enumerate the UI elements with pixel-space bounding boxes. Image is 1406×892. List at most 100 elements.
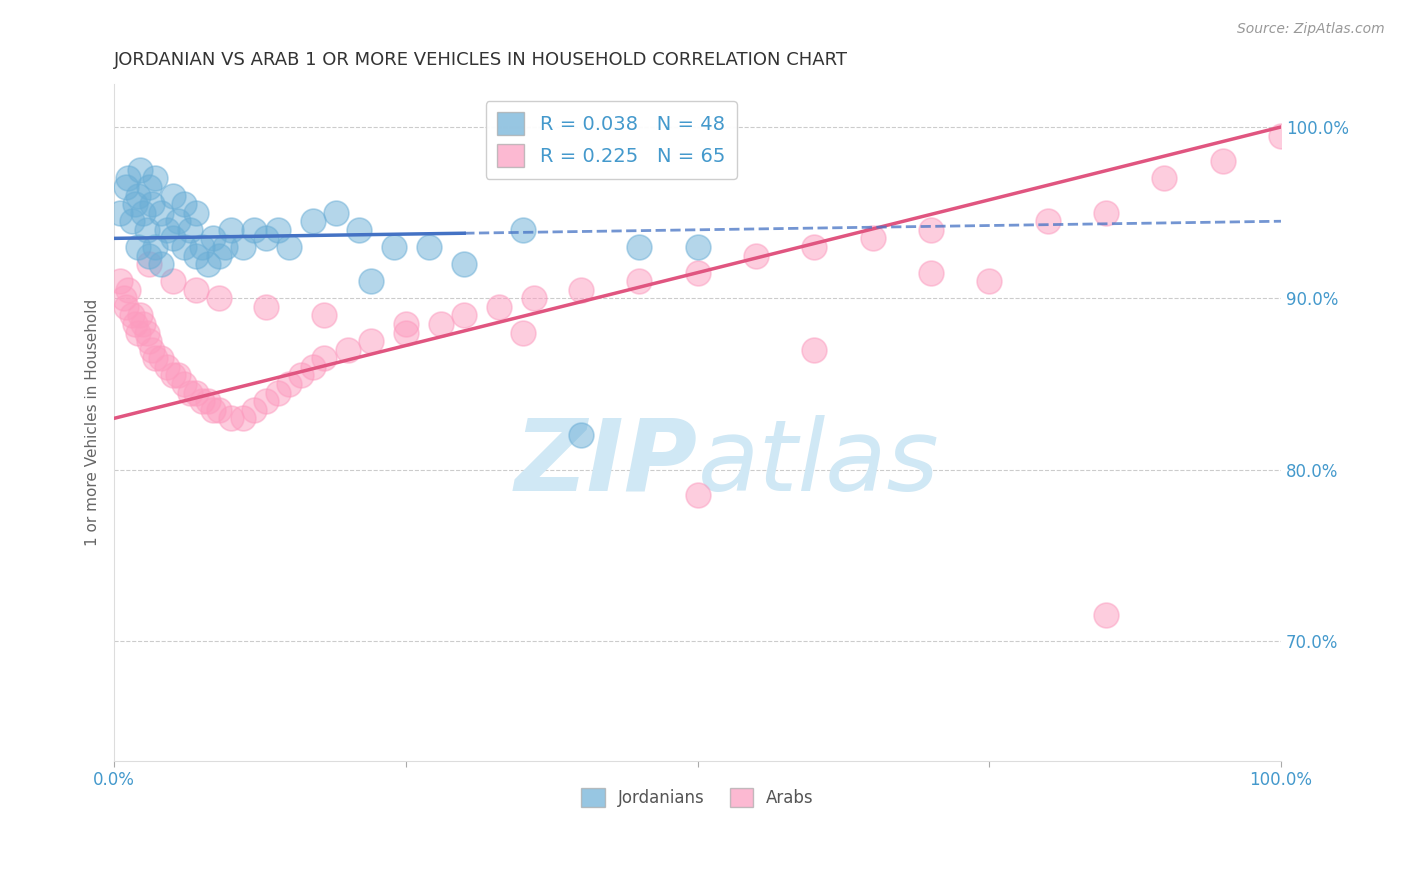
Point <box>124 197 146 211</box>
Text: atlas: atlas <box>697 415 939 512</box>
Text: JORDANIAN VS ARAB 1 OR MORE VEHICLES IN HOUSEHOLD CORRELATION CHART: JORDANIAN VS ARAB 1 OR MORE VEHICLES IN … <box>114 51 848 69</box>
Point <box>214 240 236 254</box>
Point <box>325 205 347 219</box>
Point <box>231 240 253 254</box>
Point <box>569 283 592 297</box>
Point <box>173 197 195 211</box>
Point <box>184 205 207 219</box>
Point <box>979 274 1001 288</box>
Point <box>179 223 201 237</box>
Point <box>453 309 475 323</box>
Point <box>301 214 323 228</box>
Point <box>156 223 179 237</box>
Point <box>208 248 231 262</box>
Point <box>1095 205 1118 219</box>
Point <box>108 205 131 219</box>
Point <box>128 162 150 177</box>
Point <box>162 231 184 245</box>
Point <box>138 334 160 349</box>
Point <box>167 368 190 383</box>
Point <box>523 291 546 305</box>
Point <box>219 411 242 425</box>
Point <box>360 274 382 288</box>
Point <box>135 326 157 340</box>
Point <box>208 291 231 305</box>
Point <box>314 351 336 366</box>
Point <box>920 223 942 237</box>
Point <box>173 240 195 254</box>
Point <box>290 368 312 383</box>
Point <box>266 385 288 400</box>
Point <box>243 402 266 417</box>
Point <box>127 326 149 340</box>
Point <box>132 205 155 219</box>
Point <box>347 223 370 237</box>
Point <box>1153 171 1175 186</box>
Point <box>628 274 651 288</box>
Point <box>243 223 266 237</box>
Point <box>430 317 453 331</box>
Point <box>190 394 212 409</box>
Point <box>395 317 418 331</box>
Point <box>138 257 160 271</box>
Point <box>149 205 172 219</box>
Point <box>127 240 149 254</box>
Point <box>167 214 190 228</box>
Point <box>132 317 155 331</box>
Point <box>803 343 825 357</box>
Point <box>127 188 149 202</box>
Point <box>745 248 768 262</box>
Point <box>278 240 301 254</box>
Point <box>121 214 143 228</box>
Point <box>278 377 301 392</box>
Point <box>569 428 592 442</box>
Point <box>184 283 207 297</box>
Point <box>360 334 382 349</box>
Point <box>254 300 277 314</box>
Point <box>1270 128 1292 143</box>
Point <box>1095 608 1118 623</box>
Point <box>138 180 160 194</box>
Point <box>117 283 139 297</box>
Point <box>143 171 166 186</box>
Point <box>208 402 231 417</box>
Point <box>143 240 166 254</box>
Point <box>686 240 709 254</box>
Point <box>254 231 277 245</box>
Point <box>301 359 323 374</box>
Point <box>686 266 709 280</box>
Point <box>920 266 942 280</box>
Point <box>184 248 207 262</box>
Point <box>121 309 143 323</box>
Point <box>156 359 179 374</box>
Point <box>162 188 184 202</box>
Point <box>184 385 207 400</box>
Point <box>202 402 225 417</box>
Point <box>115 180 138 194</box>
Point <box>197 394 219 409</box>
Point <box>382 240 405 254</box>
Point <box>149 351 172 366</box>
Point <box>202 231 225 245</box>
Point <box>128 309 150 323</box>
Text: Source: ZipAtlas.com: Source: ZipAtlas.com <box>1237 22 1385 37</box>
Point <box>190 240 212 254</box>
Text: ZIP: ZIP <box>515 415 697 512</box>
Point <box>231 411 253 425</box>
Point <box>512 326 534 340</box>
Point <box>143 351 166 366</box>
Point <box>197 257 219 271</box>
Point <box>418 240 440 254</box>
Point <box>488 300 510 314</box>
Point <box>162 274 184 288</box>
Point <box>149 257 172 271</box>
Point <box>862 231 884 245</box>
Point <box>395 326 418 340</box>
Point <box>179 385 201 400</box>
Point <box>141 343 163 357</box>
Point <box>219 223 242 237</box>
Point <box>108 274 131 288</box>
Point <box>803 240 825 254</box>
Point <box>1212 154 1234 169</box>
Point <box>1036 214 1059 228</box>
